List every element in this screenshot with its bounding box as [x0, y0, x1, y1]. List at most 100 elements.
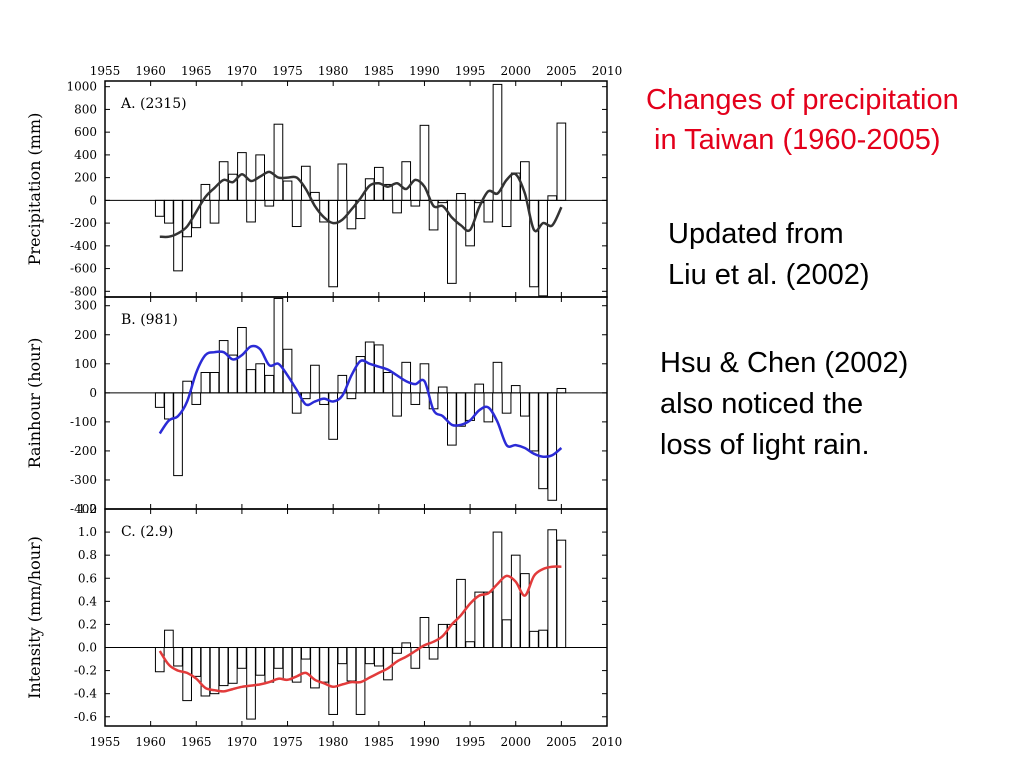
- bar: [520, 573, 530, 649]
- bar: [200, 372, 211, 394]
- panel-3: -0.6 -0.4 -0.2 0.0 0.2 0.4 0.6 0.8 1.0 1.2 C. (2.9…: [25, 502, 608, 727]
- y-tick-label: -0.6: [74, 710, 97, 724]
- bar: [273, 297, 284, 394]
- y-tick-label: -0.2: [74, 664, 97, 678]
- y-tick-label: 800: [74, 102, 97, 116]
- bar: [218, 647, 229, 687]
- bar: [328, 647, 339, 715]
- bar: [191, 392, 202, 405]
- bar: [483, 199, 494, 223]
- bar: [291, 392, 302, 414]
- bar: [501, 199, 512, 228]
- bar: [173, 647, 183, 667]
- bar: [337, 163, 348, 201]
- bar: [310, 364, 320, 394]
- bar: [246, 369, 256, 394]
- smoothed-line: [159, 170, 563, 239]
- x-tick-label-top: 2010: [592, 64, 623, 78]
- bar: [474, 591, 485, 649]
- bar: [328, 199, 339, 288]
- y-tick-label: -200: [70, 444, 97, 458]
- bar: [538, 199, 548, 297]
- x-tick-label-bottom: 1980: [318, 735, 349, 749]
- bar: [191, 647, 202, 677]
- panel-frame: [104, 296, 608, 510]
- bar: [328, 392, 339, 440]
- bar: [492, 83, 503, 201]
- y-tick-label: 600: [74, 125, 97, 139]
- y-tick-label: 200: [74, 328, 97, 342]
- bar: [209, 199, 220, 224]
- bar: [154, 199, 165, 217]
- bar: [346, 392, 357, 400]
- x-tick-label-top: 1990: [409, 64, 440, 78]
- bar: [410, 392, 421, 405]
- bar: [529, 392, 539, 452]
- x-tick-label-top: 1960: [135, 64, 166, 78]
- x-tick-label-top: 1970: [227, 64, 258, 78]
- bar: [419, 124, 430, 201]
- bar: [227, 354, 238, 394]
- bar: [209, 647, 220, 695]
- bar: [401, 642, 412, 649]
- bar: [273, 123, 284, 201]
- y-tick-label: -0.4: [74, 687, 98, 701]
- bar: [282, 647, 293, 681]
- bar: [255, 363, 265, 394]
- bar: [428, 199, 439, 231]
- x-tick-label-top: 1995: [455, 64, 486, 78]
- bar: [474, 383, 485, 394]
- bar: [401, 161, 412, 201]
- panel-frame: [104, 80, 608, 298]
- bar: [246, 199, 256, 223]
- y-tick-label: 0.0: [78, 641, 97, 655]
- y-axis-label: Precipitation (mm): [25, 113, 44, 266]
- y-axis-label: Rainhour (hour): [25, 338, 44, 469]
- y-tick-label: 400: [74, 148, 97, 162]
- bar: [428, 647, 439, 660]
- y-tick-label: -400: [70, 502, 97, 516]
- bar: [392, 647, 402, 654]
- panel-label: B. (981): [121, 312, 178, 328]
- bar: [264, 374, 275, 394]
- bar: [556, 539, 567, 649]
- bar: [447, 199, 457, 284]
- bar: [547, 195, 558, 201]
- bar: [264, 647, 275, 683]
- bar: [300, 392, 311, 400]
- bar: [291, 647, 302, 683]
- bar: [529, 630, 539, 649]
- bar: [209, 372, 220, 394]
- bar: [538, 629, 548, 649]
- smoothed-line: [158, 344, 563, 459]
- bar: [529, 199, 539, 288]
- bar: [364, 647, 375, 665]
- bar: [164, 199, 174, 224]
- bar: [547, 392, 558, 501]
- bar: [556, 122, 567, 201]
- bar: [237, 326, 247, 394]
- panel-label: A. (2315): [120, 96, 187, 112]
- bar: [227, 647, 238, 684]
- y-tick-label: 0: [89, 193, 97, 207]
- bar: [456, 392, 466, 427]
- x-tick-label-bottom: 1975: [272, 735, 303, 749]
- bar: [373, 647, 384, 667]
- bar: [383, 372, 393, 394]
- bar: [419, 617, 430, 649]
- bar: [355, 199, 366, 220]
- panel-2: -400 -300 -200 -100 0 100 200 300 B. (981) Rainho…: [25, 296, 608, 516]
- bar: [237, 647, 247, 669]
- bar: [246, 647, 256, 720]
- x-tick-label-top: 1955: [90, 64, 121, 78]
- panel-1: -800 -600 -400 -200 0 200 400 600 800 1000 A. (231…: [25, 80, 608, 298]
- y-tick-label: -200: [70, 216, 97, 230]
- y-tick-label: 1000: [66, 80, 97, 94]
- bar: [300, 647, 311, 660]
- y-tick-label: 0.2: [78, 617, 97, 631]
- bar: [255, 647, 265, 676]
- bar: [501, 619, 512, 649]
- y-tick-label: -100: [70, 415, 97, 429]
- panel-frame: [104, 508, 608, 727]
